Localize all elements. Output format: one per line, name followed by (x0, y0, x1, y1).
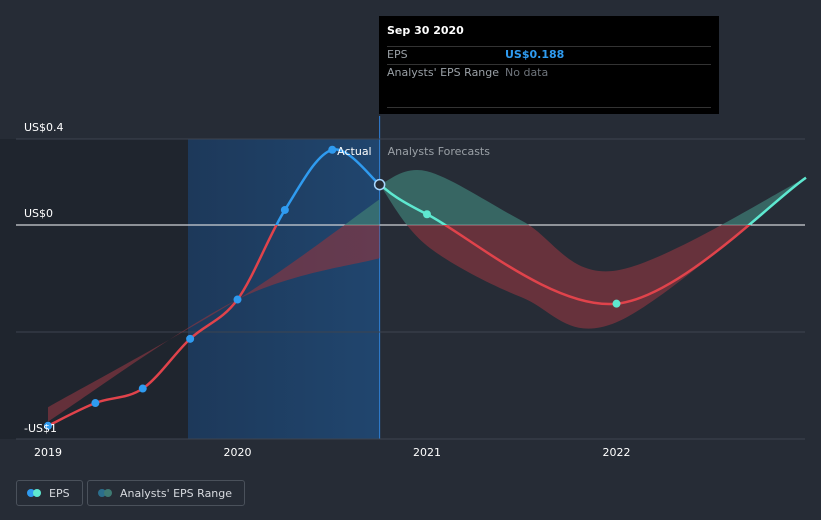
range-band-positive-0 (344, 199, 380, 225)
data-point (44, 421, 52, 430)
data-point (423, 210, 431, 219)
tooltip-range-value: No data (505, 66, 549, 79)
tooltip-eps-label: EPS (387, 48, 408, 61)
legend-analysts-range[interactable]: Analysts' EPS Range (87, 480, 246, 506)
range-legend-icon (98, 489, 112, 497)
tooltip: Sep 30 2020 EPS US$0.188 Analysts' EPS R… (379, 16, 719, 114)
data-point (233, 295, 242, 304)
eps-legend-icon (27, 489, 41, 497)
data-point (328, 145, 337, 154)
range-band-positive-1 (379, 170, 806, 225)
forecast-label: Analysts Forecasts (388, 145, 491, 158)
tooltip-eps-value: US$0.188 (505, 48, 565, 61)
data-point (91, 399, 100, 408)
actual-label: Actual (337, 145, 371, 158)
y-tick-label: -US$1 (24, 422, 57, 435)
actual-period-shade (188, 139, 380, 439)
series-line-positive-0 (274, 148, 381, 225)
highlight-point (373, 178, 386, 191)
data-point (138, 384, 147, 393)
legend-eps-label: EPS (49, 486, 70, 500)
y-tick-label: US$0 (24, 207, 53, 220)
tooltip-row-range: Analysts' EPS Range No data (387, 64, 711, 108)
y-tick-label: US$0.4 (24, 121, 64, 134)
past-background (0, 139, 188, 439)
tooltip-range-label: Analysts' EPS Range (387, 66, 500, 79)
tooltip-row-eps: EPS US$0.188 (387, 46, 711, 64)
series-line-negative-1 (442, 225, 751, 306)
range-band-negative-0 (48, 225, 380, 422)
data-point (280, 205, 289, 214)
x-tick-label: 2022 (603, 446, 631, 459)
legend-range-label: Analysts' EPS Range (120, 486, 233, 500)
x-tick-label: 2020 (224, 446, 252, 459)
range-band-negative-1 (406, 225, 750, 329)
x-tick-label: 2021 (413, 446, 441, 459)
legend-eps[interactable]: EPS (16, 480, 83, 506)
series-line-negative-0 (47, 225, 278, 427)
tooltip-date: Sep 30 2020 (387, 24, 464, 37)
data-point (612, 299, 621, 308)
series-line-positive-1 (378, 176, 807, 225)
data-point (186, 334, 195, 343)
x-tick-label: 2019 (34, 446, 62, 459)
